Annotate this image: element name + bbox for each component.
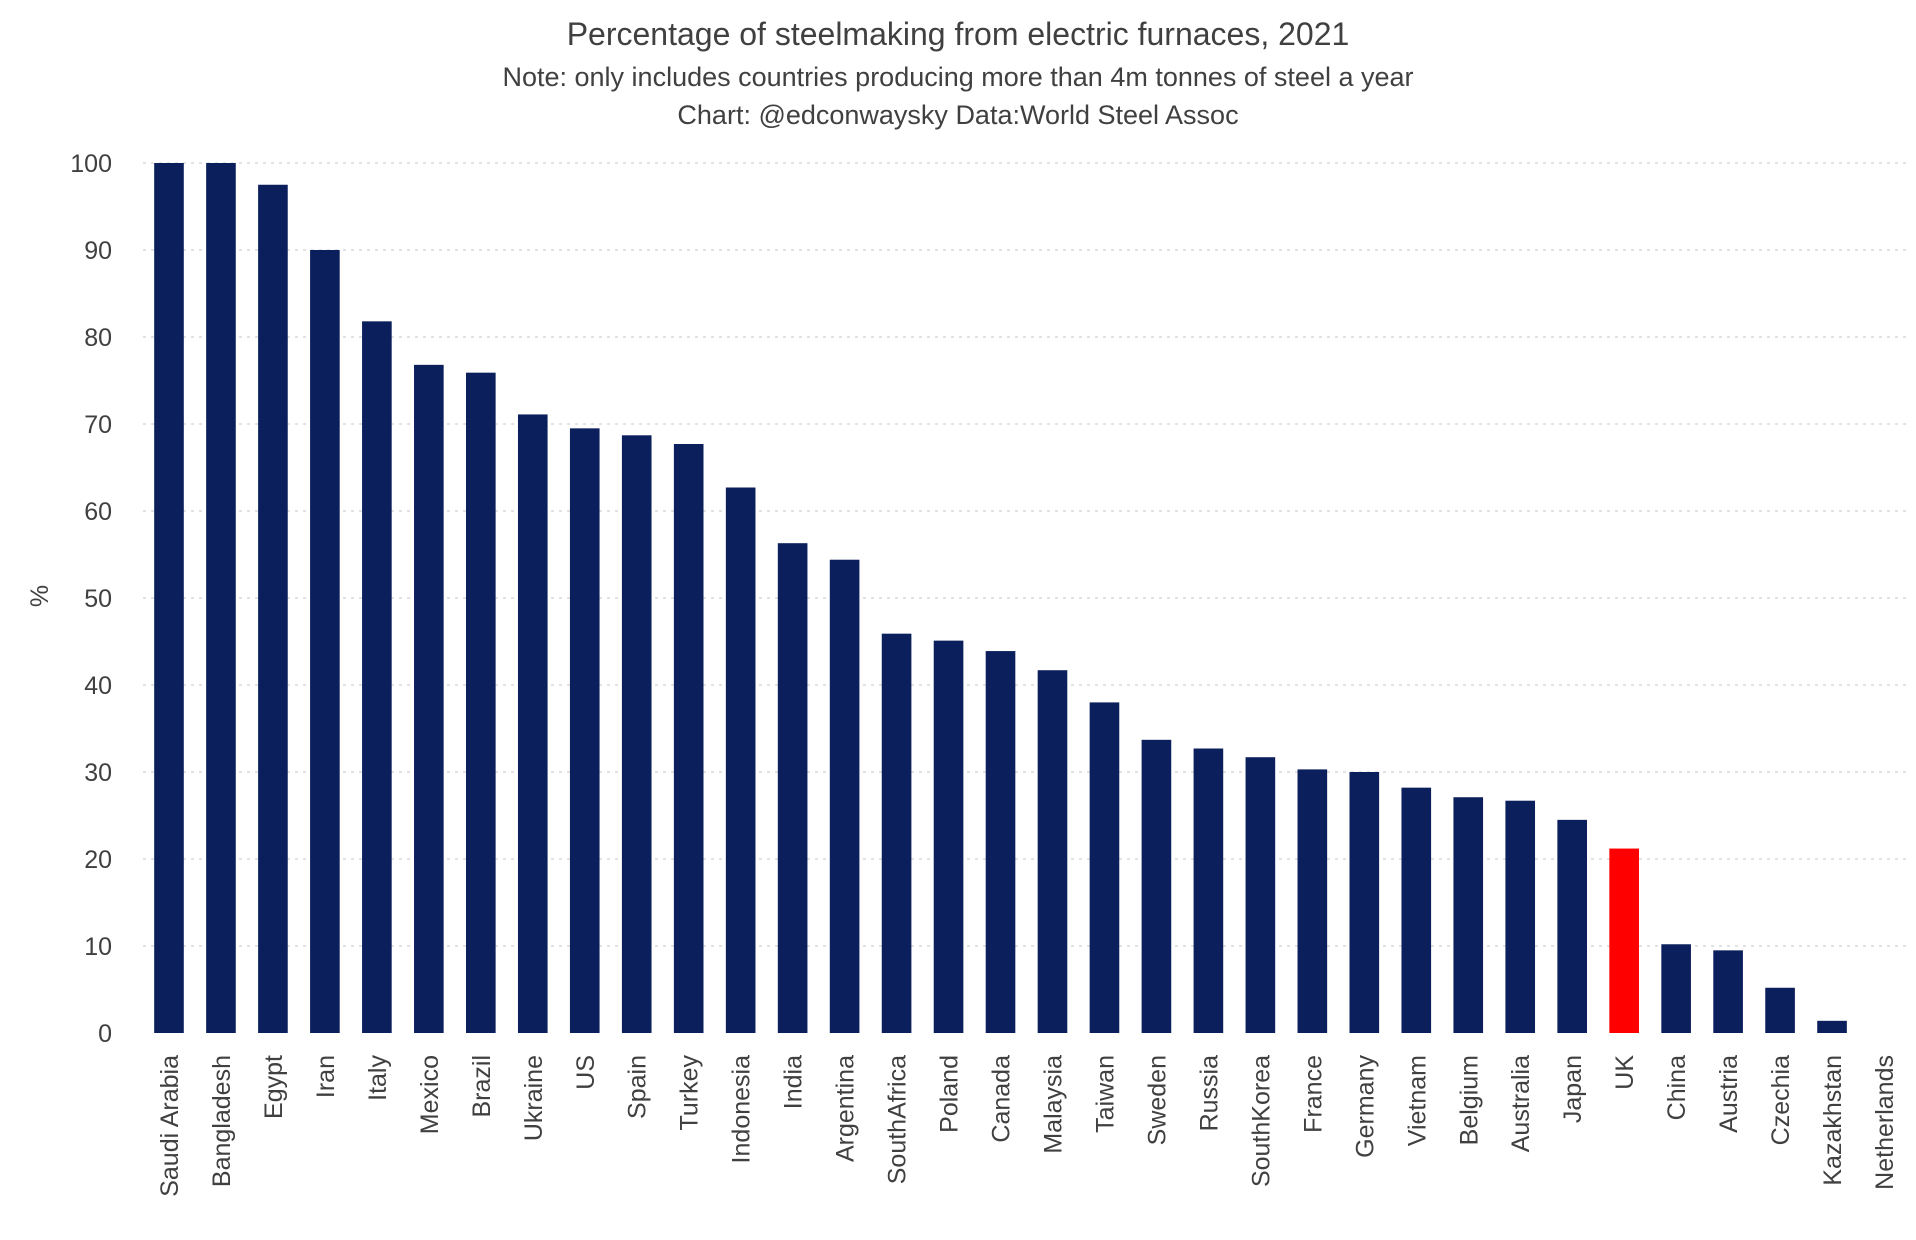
x-tick-label-southafrica: SouthAfrica (884, 1055, 912, 1184)
x-tick-label-indonesia: Indonesia (728, 1055, 756, 1164)
y-tick-label: 50 (84, 585, 112, 613)
x-tick-label-saudi-arabia: Saudi Arabia (156, 1055, 184, 1197)
y-tick-label: 30 (84, 759, 112, 787)
x-tick-label-czechia: Czechia (1767, 1055, 1795, 1145)
y-axis-ticks: 0 10 20 30 40 50 60 70 80 90 100 (70, 150, 112, 1048)
bar-spain (621, 435, 652, 1033)
x-tick-label-france: France (1299, 1055, 1327, 1133)
bar-turkey (673, 444, 704, 1033)
x-tick-label-india: India (780, 1055, 808, 1109)
bar-southkorea (1245, 757, 1276, 1033)
bar-kazakhstan (1817, 1020, 1847, 1033)
y-tick-label: 60 (84, 498, 112, 526)
y-tick-label: 0 (98, 1020, 112, 1048)
bar-indonesia (725, 487, 756, 1033)
y-tick-label: 80 (84, 324, 112, 352)
x-tick-label-southkorea: SouthKorea (1247, 1055, 1275, 1187)
y-tick-label: 40 (84, 672, 112, 700)
chart-source: Chart: @edconwaysky Data:World Steel Ass… (677, 100, 1238, 130)
y-tick-label: 90 (84, 237, 112, 265)
bar-poland (933, 640, 964, 1033)
x-tick-label-belgium: Belgium (1455, 1055, 1483, 1145)
x-tick-label-bangladesh: Bangladesh (208, 1055, 236, 1187)
bar-belgium (1453, 797, 1484, 1033)
bar-china (1661, 944, 1691, 1033)
bar-france (1297, 769, 1328, 1033)
bar-ukraine (517, 414, 548, 1033)
x-tick-label-italy: Italy (364, 1055, 392, 1101)
bar-mexico (414, 364, 444, 1034)
x-tick-label-malaysia: Malaysia (1039, 1055, 1067, 1154)
bar-russia (1193, 748, 1224, 1033)
bar-saudi-arabia (154, 163, 184, 1033)
x-tick-label-poland: Poland (936, 1055, 964, 1133)
x-tick-label-egypt: Egypt (260, 1055, 288, 1119)
x-tick-label-brazil: Brazil (468, 1055, 496, 1118)
x-tick-label-ukraine: Ukraine (520, 1055, 548, 1141)
bar-japan (1557, 819, 1588, 1033)
x-tick-label-us: US (572, 1055, 600, 1090)
bar-bangladesh (206, 163, 236, 1033)
y-tick-label: 70 (84, 411, 112, 439)
x-tick-label-mexico: Mexico (416, 1055, 444, 1134)
gridlines (143, 162, 1910, 947)
bar-brazil (465, 372, 496, 1033)
chart-title: Percentage of steelmaking from electric … (567, 16, 1350, 52)
x-tick-label-taiwan: Taiwan (1091, 1055, 1119, 1133)
bar-uk (1609, 848, 1639, 1033)
bar-germany (1349, 772, 1380, 1033)
chart-subtitle: Note: only includes countries producing … (502, 62, 1413, 92)
bar-czechia (1765, 987, 1795, 1033)
x-tick-label-japan: Japan (1559, 1055, 1587, 1123)
x-axis-labels: Saudi Arabia Bangladesh Egypt Iran Italy Mexi… (156, 1055, 1899, 1197)
x-tick-label-turkey: Turkey (676, 1055, 704, 1131)
bar-vietnam (1401, 787, 1432, 1033)
bar-taiwan (1089, 702, 1120, 1033)
y-tick-label: 20 (84, 846, 112, 874)
x-tick-label-netherlands: Netherlands (1871, 1055, 1899, 1190)
y-axis-label: % (26, 585, 54, 607)
x-tick-label-kazakhstan: Kazakhstan (1819, 1055, 1847, 1186)
x-tick-label-australia: Australia (1507, 1055, 1535, 1152)
bar-iran (310, 250, 340, 1033)
bar-southafrica (881, 633, 912, 1033)
x-tick-label-iran: Iran (312, 1055, 340, 1098)
y-tick-label: 10 (84, 933, 112, 961)
bar-austria (1713, 950, 1743, 1033)
x-tick-label-spain: Spain (624, 1055, 652, 1119)
x-tick-label-sweden: Sweden (1143, 1055, 1171, 1145)
bar-egypt (258, 184, 288, 1033)
bar-argentina (829, 559, 860, 1033)
x-tick-label-germany: Germany (1351, 1055, 1379, 1158)
bar-us (569, 428, 600, 1034)
y-tick-label: 100 (70, 150, 112, 178)
bars (154, 163, 1847, 1034)
x-tick-label-austria: Austria (1715, 1055, 1743, 1133)
bar-australia (1505, 800, 1536, 1033)
x-tick-label-argentina: Argentina (832, 1055, 860, 1162)
bar-canada (985, 651, 1016, 1033)
x-tick-label-canada: Canada (988, 1055, 1016, 1143)
bar-sweden (1141, 739, 1172, 1033)
bar-italy (362, 321, 392, 1034)
x-tick-label-russia: Russia (1195, 1055, 1223, 1132)
x-tick-label-vietnam: Vietnam (1403, 1055, 1431, 1146)
bar-malaysia (1037, 670, 1068, 1033)
x-tick-label-uk: UK (1611, 1055, 1639, 1090)
bar-india (777, 543, 808, 1033)
x-tick-label-china: China (1663, 1055, 1691, 1120)
